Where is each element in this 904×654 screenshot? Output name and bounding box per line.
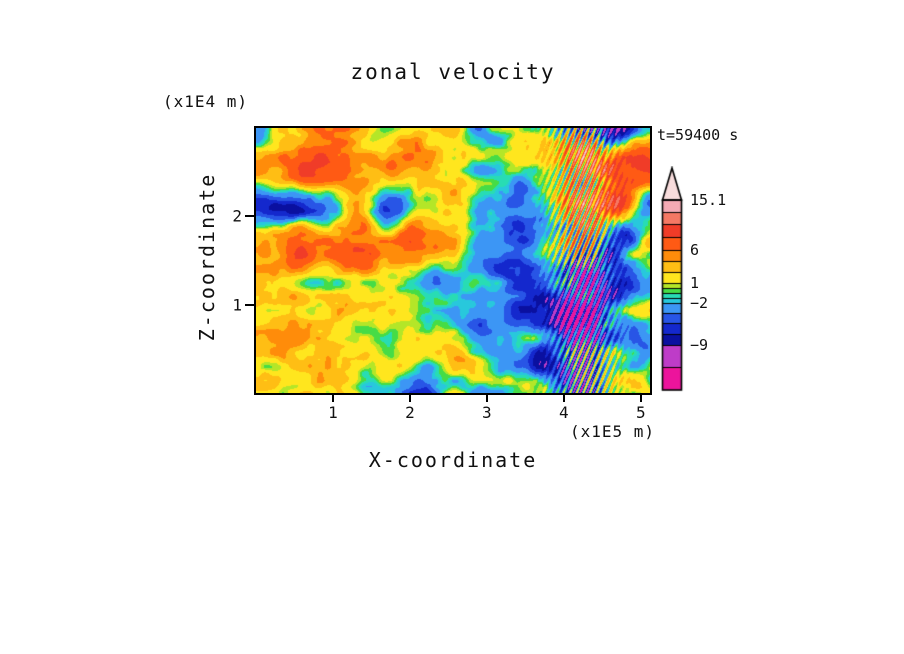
colorbar-label: 15.1 [690, 191, 727, 209]
x-tick-label: 3 [482, 403, 492, 422]
colorbar-label: −2 [690, 293, 709, 312]
chart-title: zonal velocity [350, 60, 556, 84]
x-tick-mark [485, 395, 488, 402]
plot-area [254, 126, 652, 395]
y-tick-mark [245, 303, 254, 306]
x-tick-label: 1 [328, 403, 338, 422]
x-tick-label: 4 [558, 403, 569, 422]
time-annotation: t=59400 s [657, 126, 739, 144]
contour-field-canvas [256, 128, 650, 393]
x-axis-unit-label: (x1E5 m) [569, 422, 655, 441]
x-tick-label: 5 [635, 403, 646, 422]
colorbar-label: 6 [690, 240, 700, 259]
y-tick-label: 1 [232, 295, 242, 315]
x-tick-label: 2 [405, 403, 415, 422]
colorbar-label: 1 [690, 274, 700, 293]
y-axis-title: Z-coordinate [195, 172, 219, 342]
y-axis-unit-label: (x1E4 m) [163, 92, 249, 111]
y-tick-mark [245, 215, 254, 218]
colorbar-label: −9 [690, 335, 709, 354]
colorbar [660, 166, 684, 394]
x-tick-mark [562, 395, 565, 402]
x-tick-mark [331, 395, 334, 402]
y-tick-label: 2 [232, 206, 242, 226]
x-tick-mark [639, 395, 642, 402]
x-tick-mark [408, 395, 411, 402]
x-axis-title: X-coordinate [368, 448, 538, 472]
